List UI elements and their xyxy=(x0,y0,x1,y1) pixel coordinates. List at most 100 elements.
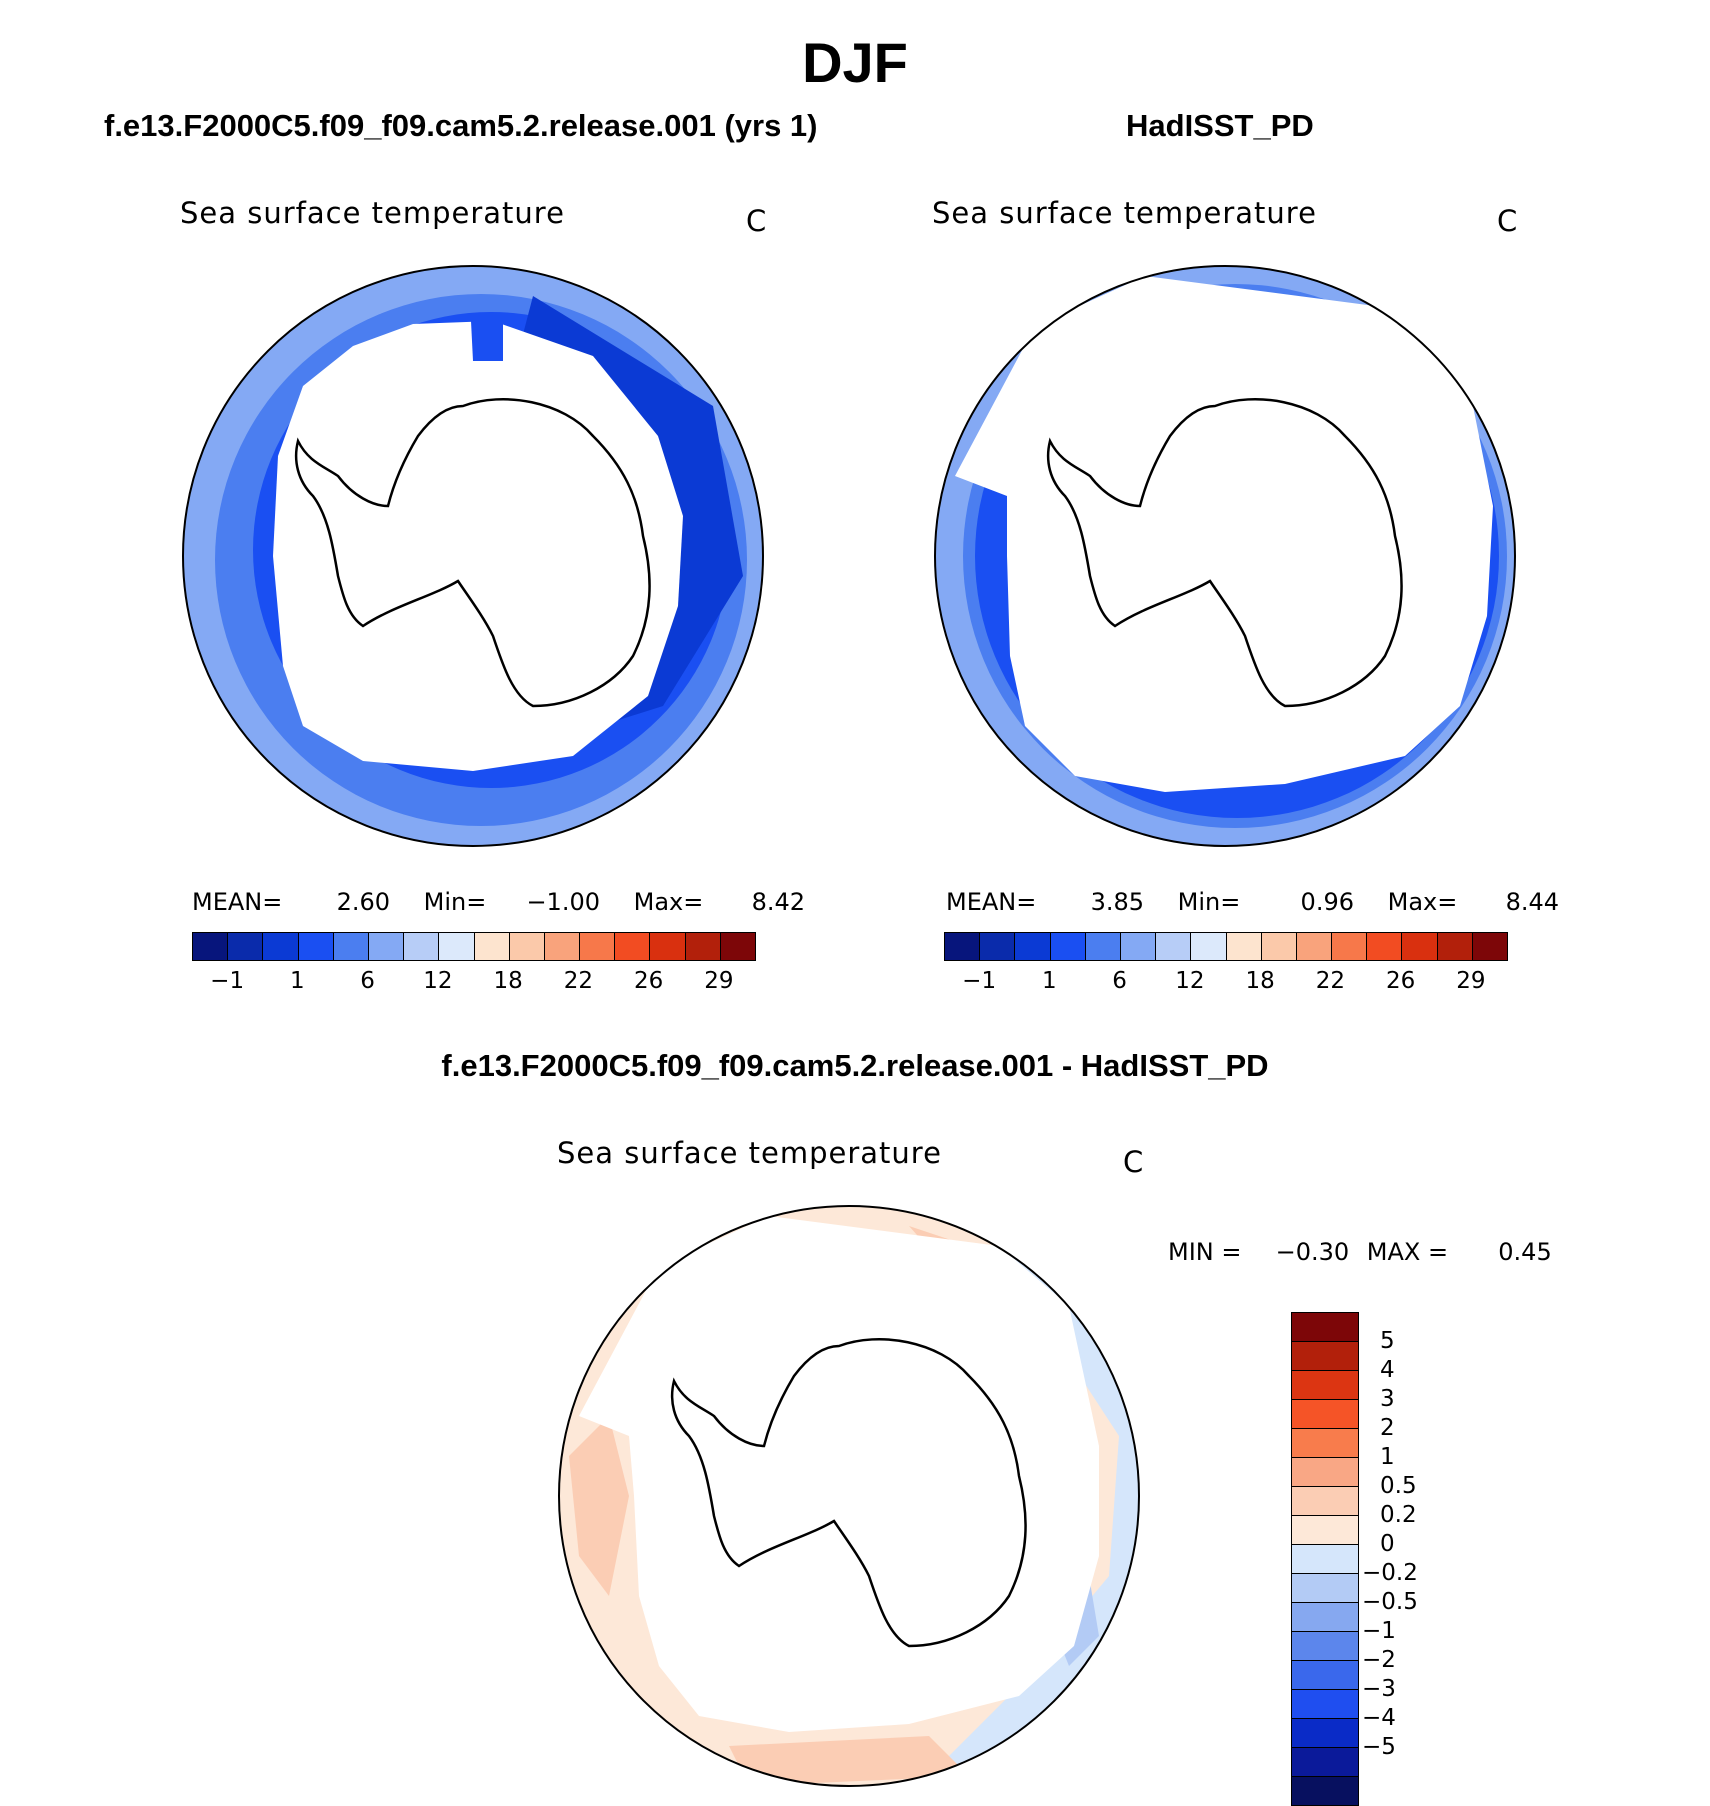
panel2-mean-label: MEAN= xyxy=(946,888,1037,916)
colorbar-swatch xyxy=(1292,1545,1358,1574)
panel2-max-label: Max= xyxy=(1387,888,1458,916)
colorbar-tick-label: 26 xyxy=(1385,968,1416,994)
panel1-max-value: 8.42 xyxy=(751,888,805,916)
panel1-stats: MEAN= 2.60 Min= −1.00 Max= 8.42 xyxy=(192,888,805,916)
colorbar-swatch xyxy=(544,933,581,960)
panel3-min-label: MIN = xyxy=(1168,1238,1242,1266)
colorbar-tick-label: −2 xyxy=(1362,1647,1396,1673)
colorbar-swatch xyxy=(650,933,686,960)
colorbar-swatch xyxy=(1050,933,1086,960)
colorbar-swatch xyxy=(1120,933,1157,960)
colorbar-swatch xyxy=(1261,933,1297,960)
panel2-colorbar-ticks: −1 1 6 12 18 22 26 29 xyxy=(944,968,1506,998)
colorbar-tick-label: −1 xyxy=(962,968,997,994)
panel1-title: f.e13.F2000C5.f09_f09.cam5.2.release.001… xyxy=(104,108,818,143)
panel1-colorbar-ticks: −1 1 6 12 18 22 26 29 xyxy=(192,968,754,998)
panel1-units-label: C xyxy=(746,204,767,238)
panel1-mean-value: 2.60 xyxy=(336,888,390,916)
colorbar-swatch xyxy=(720,933,755,960)
colorbar-tick-label: 0.2 xyxy=(1380,1502,1417,1528)
colorbar-tick-label: −4 xyxy=(1362,1705,1396,1731)
colorbar-swatch xyxy=(474,933,510,960)
panel1-map xyxy=(182,265,764,847)
colorbar-swatch xyxy=(1292,1632,1358,1661)
colorbar-swatch xyxy=(1292,1603,1358,1632)
colorbar-tick-label: 18 xyxy=(1245,968,1275,994)
colorbar-tick-label: −0.2 xyxy=(1362,1560,1418,1586)
colorbar-swatch xyxy=(404,933,440,960)
panel3-max-label: MAX = xyxy=(1366,1238,1449,1266)
colorbar-tick-label: 12 xyxy=(423,968,453,994)
panel1-colorbar xyxy=(192,932,756,961)
panel2-map xyxy=(934,265,1516,847)
colorbar-swatch xyxy=(1292,1429,1358,1458)
panel2-stats: MEAN= 3.85 Min= 0.96 Max= 8.44 xyxy=(946,888,1559,916)
colorbar-swatch xyxy=(368,933,405,960)
colorbar-tick-label: 3 xyxy=(1380,1386,1395,1412)
panel3-units-label: C xyxy=(1123,1145,1144,1179)
panel3-variable-label: Sea surface temperature xyxy=(557,1136,942,1170)
colorbar-swatch xyxy=(509,933,545,960)
colorbar-swatch xyxy=(1085,933,1121,960)
colorbar-swatch xyxy=(1226,933,1262,960)
colorbar-swatch xyxy=(1292,1400,1358,1429)
panel3-colorbar-ticks: 5 4 3 2 1 0.5 0.2 0 −0.2 −0.5 −1 −2 −3 −4 −5 xyxy=(1362,1312,1468,1802)
colorbar-swatch xyxy=(1292,1719,1358,1748)
colorbar-swatch xyxy=(1292,1516,1358,1545)
colorbar-swatch xyxy=(685,933,721,960)
panel2-colorbar xyxy=(944,932,1508,961)
colorbar-swatch xyxy=(1292,1690,1358,1719)
colorbar-tick-label: 22 xyxy=(563,968,594,994)
colorbar-swatch xyxy=(1191,933,1227,960)
colorbar-swatch xyxy=(1472,933,1507,960)
panel3-antarctica-coastline xyxy=(670,1338,1027,1648)
colorbar-swatch xyxy=(1292,1777,1358,1805)
colorbar-tick-label: 29 xyxy=(704,968,734,994)
colorbar-tick-label: 5 xyxy=(1380,1328,1395,1354)
colorbar-tick-label: −3 xyxy=(1362,1676,1396,1702)
colorbar-swatch xyxy=(1292,1371,1358,1400)
panel3-min-value: −0.30 xyxy=(1275,1238,1350,1266)
colorbar-tick-label: 2 xyxy=(1380,1415,1395,1441)
colorbar-swatch xyxy=(193,933,229,960)
panel3-map xyxy=(558,1205,1140,1787)
colorbar-swatch xyxy=(1156,933,1192,960)
colorbar-tick-label: 0.5 xyxy=(1380,1473,1417,1499)
colorbar-tick-label: 22 xyxy=(1315,968,1346,994)
colorbar-tick-label: −1 xyxy=(1362,1618,1396,1644)
colorbar-swatch xyxy=(263,933,299,960)
panel2-antarctica-coastline xyxy=(1046,398,1403,708)
colorbar-tick-label: 6 xyxy=(1112,968,1127,994)
colorbar-swatch xyxy=(1292,1487,1358,1516)
colorbar-swatch xyxy=(1292,1661,1358,1690)
panel2-variable-label: Sea surface temperature xyxy=(932,196,1317,230)
colorbar-tick-label: 26 xyxy=(633,968,664,994)
panel3-max-value: 0.45 xyxy=(1498,1238,1552,1266)
colorbar-swatch xyxy=(1367,933,1403,960)
colorbar-swatch xyxy=(1402,933,1438,960)
colorbar-tick-label: 4 xyxy=(1380,1357,1395,1383)
panel2-mean-value: 3.85 xyxy=(1090,888,1144,916)
colorbar-swatch xyxy=(1015,933,1051,960)
colorbar-swatch xyxy=(945,933,981,960)
panel3-title: f.e13.F2000C5.f09_f09.cam5.2.release.001… xyxy=(441,1048,1269,1083)
panel2-title: HadISST_PD xyxy=(1126,108,1314,143)
panel2-max-value: 8.44 xyxy=(1505,888,1559,916)
colorbar-tick-label: 0 xyxy=(1380,1531,1395,1557)
colorbar-swatch xyxy=(1332,933,1368,960)
panel1-variable-label: Sea surface temperature xyxy=(180,196,565,230)
colorbar-swatch xyxy=(1292,1342,1358,1371)
colorbar-tick-label: −0.5 xyxy=(1362,1589,1418,1615)
colorbar-swatch xyxy=(580,933,616,960)
colorbar-tick-label: 1 xyxy=(1380,1444,1395,1470)
panel1-min-value: −1.00 xyxy=(526,888,600,916)
colorbar-swatch xyxy=(333,933,369,960)
panel2-units-label: C xyxy=(1497,204,1518,238)
panel3-stats: MIN = −0.30 MAX = 0.45 xyxy=(1168,1238,1552,1266)
colorbar-tick-label: −5 xyxy=(1362,1734,1396,1760)
panel2-min-label: Min= xyxy=(1177,888,1241,916)
colorbar-swatch xyxy=(228,933,264,960)
panel1-max-label: Max= xyxy=(633,888,704,916)
colorbar-tick-label: 29 xyxy=(1456,968,1486,994)
colorbar-swatch xyxy=(1296,933,1333,960)
